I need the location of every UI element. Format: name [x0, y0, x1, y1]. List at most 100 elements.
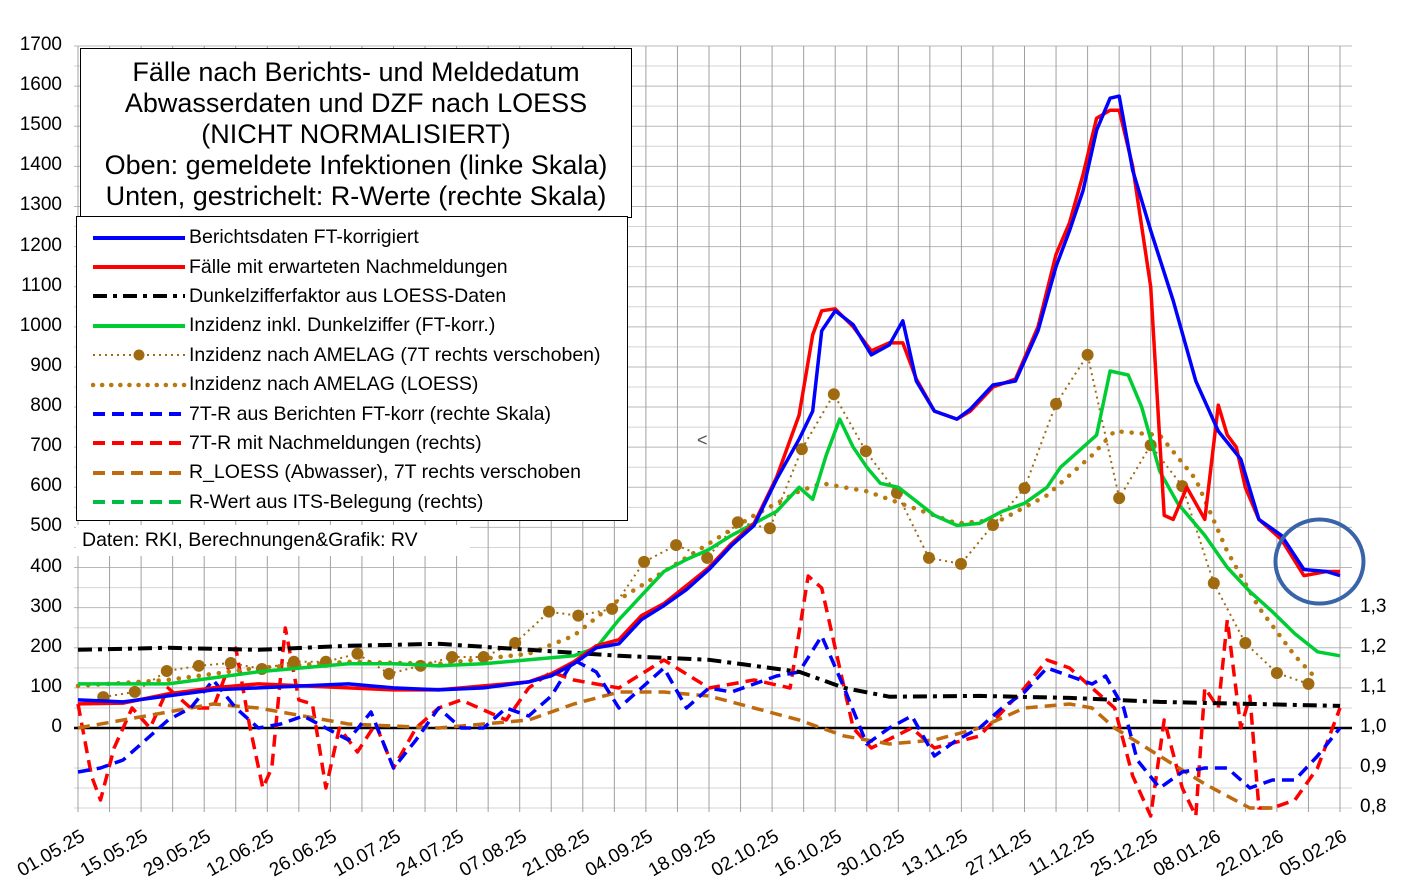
legend-swatch — [93, 470, 185, 475]
y-right-tick-label: 0,9 — [1360, 756, 1387, 777]
data-point — [382, 667, 395, 680]
y-tick-label: 100 — [30, 675, 62, 697]
series-layer — [75, 94, 1342, 818]
legend-item: 7T-R aus Berichten FT-korr (rechte Skala… — [77, 399, 627, 428]
y-tick-label: 1000 — [19, 314, 62, 336]
y-tick-label: 800 — [30, 395, 62, 417]
data-point — [701, 551, 714, 564]
legend-item: Berichtsdaten FT-korrigiert — [77, 223, 627, 252]
data-point — [128, 685, 141, 698]
series-line-7t-r-mit-nachmeldungen-rechts- — [76, 574, 1342, 818]
legend-swatch — [93, 412, 185, 417]
legend-swatch — [93, 441, 185, 446]
legend-swatch — [91, 382, 187, 387]
legend-marker — [133, 349, 145, 361]
y-tick-label: 1700 — [19, 34, 62, 55]
legend-item: Inzidenz inkl. Dunkelziffer (FT-korr.) — [77, 311, 627, 340]
y-tick-label: 900 — [30, 354, 62, 376]
data-point — [446, 650, 459, 663]
y-tick-label: 1600 — [19, 74, 62, 96]
legend-item: Inzidenz nach AMELAG (7T rechts verschob… — [77, 341, 627, 370]
y-right-tick-label: 1,1 — [1360, 676, 1387, 697]
data-point — [827, 388, 840, 401]
legend-swatch — [93, 294, 185, 299]
data-point — [351, 647, 364, 660]
legend-swatch — [93, 500, 185, 505]
y-tick-label: 1400 — [19, 154, 62, 176]
legend-label: Berichtsdaten FT-korrigiert — [189, 226, 419, 249]
legend-label: 7T-R aus Berichten FT-korr (rechte Skala… — [189, 402, 551, 425]
y-tick-label: 700 — [30, 435, 62, 457]
series-line-inzidenz-nach-amelag-loess- — [75, 428, 1320, 689]
y-tick-label: 300 — [30, 595, 62, 617]
legend-swatch — [93, 323, 185, 328]
legend-label: Inzidenz nach AMELAG (LOESS) — [189, 373, 479, 396]
series-line-7t-r-aus-berichten-ft-korr-rechte-skala- — [77, 634, 1342, 790]
data-point — [160, 665, 173, 678]
title-line: Abwasserdaten und DZF nach LOESS — [124, 88, 588, 118]
legend-item: R-Wert aus ITS-Belegung (rechts) — [77, 488, 627, 517]
source-note: Daten: RKI, Berechnungen&Grafik: RV — [76, 525, 470, 556]
legend-item: Fälle mit erwarteten Nachmeldungen — [77, 252, 627, 281]
title-line: Fälle nach Berichts- und Meldedatum — [132, 57, 580, 87]
data-point — [670, 539, 683, 552]
title-line: Oben: gemeldete Infektionen (linke Skala… — [104, 150, 608, 180]
y-tick-label: 200 — [30, 635, 62, 657]
data-point — [638, 555, 651, 568]
legend-item: R_LOESS (Abwasser), 7T rechts verschoben — [77, 458, 627, 487]
data-point — [731, 516, 744, 529]
series-line-inzidenz-nach-amelag-7t-rechts-verschoben- — [103, 353, 1309, 699]
legend-item: Dunkelzifferfaktor aus LOESS-Daten — [77, 282, 627, 311]
legend-label: R_LOESS (Abwasser), 7T rechts verschoben — [189, 461, 581, 484]
data-point — [1050, 397, 1063, 410]
data-point — [606, 602, 619, 615]
legend-swatch — [93, 349, 185, 361]
data-point — [763, 522, 776, 535]
series-line-dunkelzifferfaktor-aus-loess-daten — [77, 641, 1341, 708]
y-right-tick-label: 0,8 — [1360, 796, 1387, 817]
series-line-r-loess-abwasser-7t-rechts-verschoben — [77, 690, 1273, 810]
stray-mark: < — [697, 430, 708, 450]
legend-item: 7T-R mit Nachmeldungen (rechts) — [77, 429, 627, 458]
y-tick-label: 0 — [51, 716, 62, 737]
y-tick-label: 1200 — [19, 234, 62, 256]
y-tick-label: 1500 — [19, 114, 62, 136]
title-line: Unten, gestrichelt: R-Werte (rechte Skal… — [105, 181, 607, 211]
legend-swatch — [93, 235, 185, 240]
y-right-tick-label: 1,2 — [1360, 636, 1387, 657]
legend-swatch — [93, 265, 185, 270]
data-point — [224, 657, 237, 670]
y-tick-label: 1100 — [21, 274, 62, 296]
data-point — [477, 650, 490, 663]
series-line-berichtsdaten-ft-korrigiert — [77, 94, 1341, 704]
y-tick-label: 500 — [30, 515, 62, 537]
y-right-tick-label: 1,3 — [1360, 596, 1387, 617]
legend-item: Inzidenz nach AMELAG (LOESS) — [77, 370, 627, 399]
data-point — [1302, 677, 1315, 690]
data-point — [572, 609, 585, 622]
legend-label: R-Wert aus ITS-Belegung (rechts) — [189, 490, 484, 513]
highlight-circle — [1273, 517, 1366, 606]
data-point — [1207, 577, 1220, 590]
data-point — [922, 551, 935, 564]
data-point — [192, 659, 205, 672]
legend-label: Dunkelzifferfaktor aus LOESS-Daten — [189, 284, 507, 307]
title-line: (NICHT NORMALISIERT) — [201, 119, 511, 149]
data-point — [509, 636, 522, 649]
data-point — [287, 655, 300, 668]
y-tick-label: 1300 — [19, 194, 62, 216]
title-box: Fälle nach Berichts- und Meldedatum Abwa… — [80, 48, 632, 218]
legend-label: Fälle mit erwarteten Nachmeldungen — [189, 255, 508, 278]
data-point — [986, 519, 999, 532]
data-point — [795, 443, 808, 456]
y-right-tick-label: 1,0 — [1360, 716, 1387, 737]
data-point — [1018, 482, 1031, 495]
data-point — [1239, 636, 1252, 649]
legend-label: Inzidenz inkl. Dunkelziffer (FT-korr.) — [189, 314, 496, 337]
series-line-inzidenz-inkl-dunkelziffer-ft-korr- — [78, 369, 1341, 686]
data-point — [1081, 348, 1094, 361]
data-point — [859, 445, 872, 458]
y-tick-label: 400 — [30, 555, 62, 577]
legend-label: 7T-R mit Nachmeldungen (rechts) — [189, 431, 482, 454]
